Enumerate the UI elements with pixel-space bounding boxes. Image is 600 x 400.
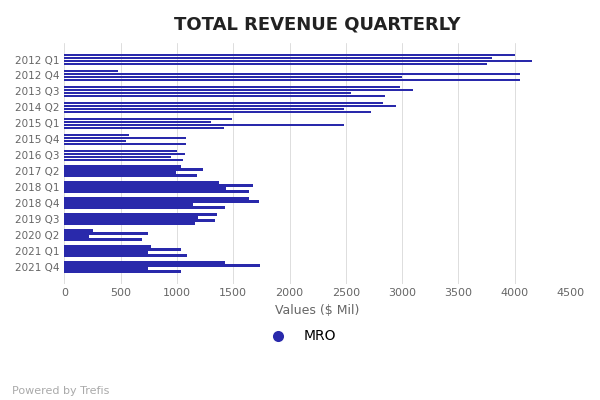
Bar <box>64 216 199 219</box>
Bar <box>64 79 520 81</box>
Bar <box>64 203 193 206</box>
Bar <box>64 235 89 238</box>
Bar <box>64 270 181 273</box>
Bar <box>64 118 232 120</box>
Bar <box>64 166 181 168</box>
Bar <box>64 172 176 174</box>
Bar <box>64 229 92 232</box>
Bar <box>64 232 148 235</box>
Bar <box>64 95 385 97</box>
Bar <box>64 54 515 56</box>
Bar <box>64 86 400 88</box>
Bar <box>64 102 383 104</box>
Bar <box>64 158 182 161</box>
Bar <box>64 73 520 75</box>
Bar <box>64 219 215 222</box>
Bar <box>64 136 186 139</box>
Bar <box>64 142 186 145</box>
Bar <box>64 89 413 91</box>
Title: TOTAL REVENUE QUARTERLY: TOTAL REVENUE QUARTERLY <box>175 15 461 33</box>
Text: Powered by Trefis: Powered by Trefis <box>12 386 109 396</box>
Bar <box>64 156 172 158</box>
Bar <box>64 57 492 59</box>
Bar <box>64 206 226 209</box>
Bar <box>64 188 226 190</box>
Bar <box>64 60 532 62</box>
Bar <box>64 124 344 126</box>
Bar <box>64 134 128 136</box>
Bar <box>64 108 344 110</box>
Bar <box>64 150 177 152</box>
Bar <box>64 198 249 200</box>
Bar <box>64 182 218 184</box>
Bar <box>64 105 397 107</box>
Bar <box>64 140 126 142</box>
Bar <box>64 111 371 113</box>
Bar <box>64 251 148 254</box>
Bar <box>64 261 226 264</box>
Bar <box>64 76 402 78</box>
Bar <box>64 248 181 251</box>
Bar <box>64 121 211 123</box>
Bar <box>64 264 260 267</box>
Bar <box>64 92 352 94</box>
Bar <box>64 222 195 225</box>
X-axis label: Values ($ Mil): Values ($ Mil) <box>275 304 360 317</box>
Bar <box>64 200 259 203</box>
Bar <box>64 267 148 270</box>
Bar <box>64 174 197 177</box>
Legend: MRO: MRO <box>259 324 341 349</box>
Bar <box>64 70 118 72</box>
Bar <box>64 127 224 129</box>
Bar <box>64 152 185 155</box>
Bar <box>64 254 187 257</box>
Bar <box>64 213 217 216</box>
Bar <box>64 184 253 187</box>
Bar <box>64 63 487 65</box>
Bar <box>64 245 151 248</box>
Bar <box>64 190 249 193</box>
Bar <box>64 168 203 171</box>
Bar <box>64 238 142 241</box>
